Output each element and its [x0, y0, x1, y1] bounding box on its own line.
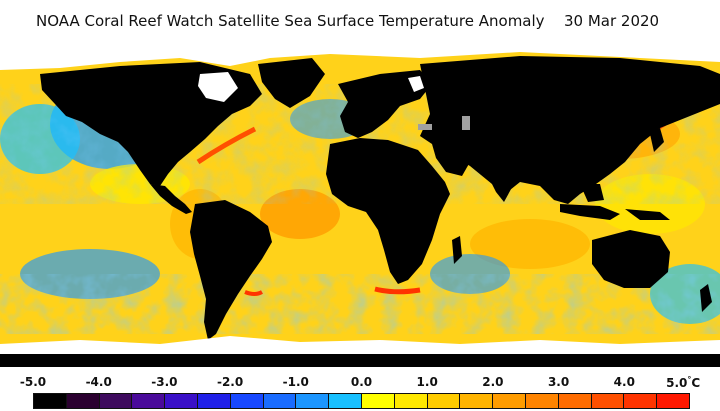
color-scale: -5.0 -4.0 -3.0 -2.0 -1.0 0.0 1.0 2.0 3.0 4.0 5.0°C — [0, 367, 720, 411]
scale-swatch — [361, 394, 395, 408]
south-america — [190, 200, 272, 340]
scale-tick-label: -1.0 — [282, 375, 309, 389]
gulf-stream-warm — [196, 126, 257, 165]
scale-tick-label: 5.0°C — [666, 375, 701, 390]
map-date: 30 Mar 2020 — [564, 12, 660, 30]
scale-swatch — [132, 394, 166, 408]
antarctica — [0, 354, 720, 367]
madagascar — [452, 236, 462, 264]
scale-tick-label: 2.0 — [482, 375, 504, 389]
scale-swatch — [525, 394, 559, 408]
scale-swatch — [558, 394, 592, 408]
scale-swatch — [657, 394, 689, 408]
central-america — [150, 184, 192, 214]
scale-tick-label: -2.0 — [216, 375, 244, 389]
scale-swatch — [34, 394, 67, 408]
scale-swatch — [263, 394, 297, 408]
africa — [326, 138, 450, 284]
india — [486, 162, 516, 202]
baltic-ice — [408, 76, 424, 92]
scale-tick-label: 1.0 — [416, 375, 438, 389]
southern-ocean-speckle — [0, 274, 720, 334]
sst-anomaly-map — [0, 44, 720, 367]
scale-swatch — [493, 394, 526, 408]
scale-tick-label: -5.0 — [19, 375, 47, 389]
new-guinea — [625, 209, 670, 220]
borneo — [580, 184, 604, 202]
brazil-current-warm — [244, 290, 263, 296]
scale-swatch — [296, 394, 330, 408]
map-title: NOAA Coral Reef Watch Satellite Sea Surf… — [36, 12, 545, 30]
europe — [338, 70, 432, 138]
scale-swatch — [394, 394, 428, 408]
world-map — [0, 44, 720, 367]
caspian-sea-mask — [418, 124, 432, 130]
scale-swatch — [427, 394, 461, 408]
scale-bar — [33, 393, 690, 409]
aral-sea-mask — [462, 116, 470, 130]
scale-swatch — [66, 394, 100, 408]
indonesia — [560, 204, 620, 220]
scale-swatch — [197, 394, 231, 408]
title-bar: NOAA Coral Reef Watch Satellite Sea Surf… — [0, 0, 720, 44]
arabia — [432, 144, 470, 176]
agulhas-warm — [374, 286, 421, 295]
scale-tick-labels: -5.0 -4.0 -3.0 -2.0 -1.0 0.0 1.0 2.0 3.0 4.0 5.0°C — [0, 375, 720, 393]
scale-tick-label: 3.0 — [547, 375, 570, 389]
scale-swatch — [591, 394, 625, 408]
scale-tick-label: -4.0 — [85, 375, 112, 389]
scale-tick-label: -3.0 — [151, 375, 178, 389]
australia — [592, 230, 670, 288]
scale-tick-label: 0.0 — [350, 375, 373, 389]
scale-swatch — [460, 394, 494, 408]
scale-tick-label: 4.0 — [613, 375, 635, 389]
japan — [650, 128, 664, 152]
new-zealand — [700, 284, 712, 312]
scale-swatch — [99, 394, 133, 408]
land-masses — [40, 56, 720, 340]
hudson-ice — [198, 72, 238, 102]
scale-swatch — [230, 394, 264, 408]
arctic-ice — [0, 44, 720, 70]
scale-swatch — [329, 394, 362, 408]
scale-unit: ° — [687, 375, 692, 384]
greenland — [258, 58, 325, 108]
scale-swatch — [624, 394, 658, 408]
scale-swatch — [165, 394, 198, 408]
